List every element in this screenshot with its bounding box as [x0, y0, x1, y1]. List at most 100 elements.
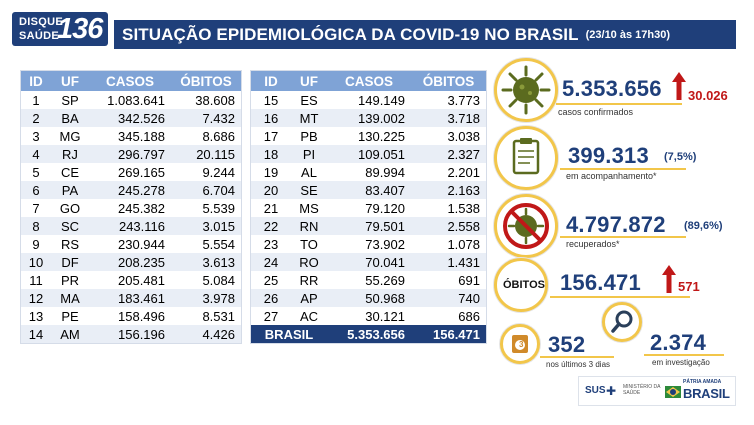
total-obitos: 156.471 [411, 325, 486, 343]
cell-uf: SC [51, 217, 89, 235]
ministerio-label: MINISTÉRIO DA SAÚDE [623, 384, 661, 396]
cell-uf: DF [51, 253, 89, 271]
table-row: 13 PE 158.496 8.531 [21, 307, 241, 325]
cell-obitos: 1.431 [411, 253, 486, 271]
confirmed-delta: 30.026 [688, 88, 728, 103]
cell-id: 4 [21, 145, 51, 163]
cell-uf: AL [291, 163, 327, 181]
cell-id: 20 [251, 181, 291, 199]
cell-casos: 243.116 [89, 217, 171, 235]
cell-casos: 79.501 [327, 217, 411, 235]
col-uf: UF [291, 71, 327, 91]
cell-id: 17 [251, 127, 291, 145]
cell-obitos: 4.426 [171, 325, 241, 343]
cell-obitos: 3.015 [171, 217, 241, 235]
divider-line [560, 236, 686, 238]
cell-casos: 55.269 [327, 271, 411, 289]
cell-casos: 183.461 [89, 289, 171, 307]
cell-obitos: 3.613 [171, 253, 241, 271]
recent-caption: nos últimos 3 dias [546, 360, 611, 369]
cell-casos: 158.496 [89, 307, 171, 325]
cell-casos: 245.382 [89, 199, 171, 217]
table-row: 14 AM 156.196 4.426 [21, 325, 241, 343]
cell-obitos: 20.115 [171, 145, 241, 163]
table-header: ID UF CASOS ÓBITOS [251, 71, 486, 91]
cell-casos: 30.121 [327, 307, 411, 325]
table-row: 26 AP 50.968 740 [251, 289, 486, 307]
cell-uf: PE [51, 307, 89, 325]
col-casos: CASOS [327, 71, 411, 91]
cell-uf: SE [291, 181, 327, 199]
cell-uf: PI [291, 145, 327, 163]
logo-line1: DISQUE [19, 16, 63, 28]
cell-id: 2 [21, 109, 51, 127]
cell-obitos: 686 [411, 307, 486, 325]
cell-obitos: 6.704 [171, 181, 241, 199]
col-id: ID [21, 71, 51, 91]
recovered-value: 4.797.872 [566, 212, 666, 237]
cell-id: 27 [251, 307, 291, 325]
table-row: 8 SC 243.116 3.015 [21, 217, 241, 235]
cell-uf: MS [291, 199, 327, 217]
recovered-caption: recuperados* [566, 239, 620, 249]
states-table-right: ID UF CASOS ÓBITOS 15 ES 149.149 3.773 16 MT 1… [250, 70, 487, 344]
cell-uf: GO [51, 199, 89, 217]
cell-casos: 208.235 [89, 253, 171, 271]
cell-uf: AP [291, 289, 327, 307]
table-row: 5 CE 269.165 9.244 [21, 163, 241, 181]
recovered-pct: (89,6%) [684, 220, 723, 232]
table-row: 16 MT 139.002 3.718 [251, 109, 486, 127]
cell-uf: SP [51, 91, 89, 109]
cell-id: 7 [21, 199, 51, 217]
cell-uf: RO [291, 253, 327, 271]
col-obitos: ÓBITOS [171, 71, 241, 91]
cell-casos: 1.083.641 [89, 91, 171, 109]
logo-line2: SAÚDE [19, 30, 60, 42]
disque-saude-logo: DISQUE SAÚDE 136 [12, 12, 108, 46]
deaths-badge: ÓBITOS [494, 258, 548, 312]
cell-casos: 230.944 [89, 235, 171, 253]
cell-casos: 70.041 [327, 253, 411, 271]
cell-id: 6 [21, 181, 51, 199]
cell-uf: RS [51, 235, 89, 253]
cell-casos: 83.407 [327, 181, 411, 199]
cell-obitos: 3.038 [411, 127, 486, 145]
cell-obitos: 740 [411, 289, 486, 307]
cell-obitos: 5.084 [171, 271, 241, 289]
cell-casos: 130.225 [327, 127, 411, 145]
cell-uf: PB [291, 127, 327, 145]
cell-obitos: 3.718 [411, 109, 486, 127]
investigation-caption: em investigação [652, 358, 710, 367]
deaths-label: ÓBITOS [503, 279, 545, 291]
table-row: 3 MG 345.188 8.686 [21, 127, 241, 145]
cell-uf: ES [291, 91, 327, 109]
table-row: 2 BA 342.526 7.432 [21, 109, 241, 127]
cell-casos: 296.797 [89, 145, 171, 163]
cell-casos: 109.051 [327, 145, 411, 163]
cell-casos: 269.165 [89, 163, 171, 181]
divider-line [540, 356, 614, 358]
divider-line [560, 168, 686, 170]
cell-id: 19 [251, 163, 291, 181]
table-row: 22 RN 79.501 2.558 [251, 217, 486, 235]
cell-casos: 345.188 [89, 127, 171, 145]
cell-obitos: 691 [411, 271, 486, 289]
cell-id: 12 [21, 289, 51, 307]
cell-obitos: 7.432 [171, 109, 241, 127]
confirmed-caption: casos confirmados [558, 107, 634, 117]
brasil-logo: BRASIL [683, 386, 730, 401]
cell-casos: 89.994 [327, 163, 411, 181]
cell-uf: MG [51, 127, 89, 145]
col-obitos: ÓBITOS [411, 71, 486, 91]
col-casos: CASOS [89, 71, 171, 91]
cell-casos: 79.120 [327, 199, 411, 217]
cell-uf: MA [51, 289, 89, 307]
cell-id: 11 [21, 271, 51, 289]
cell-uf: RJ [51, 145, 89, 163]
cell-obitos: 1.538 [411, 199, 486, 217]
cell-uf: CE [51, 163, 89, 181]
cell-obitos: 2.163 [411, 181, 486, 199]
update-date: (23/10 às 17h30) [585, 28, 670, 41]
cell-id: 1 [21, 91, 51, 109]
table-row: 12 MA 183.461 3.978 [21, 289, 241, 307]
